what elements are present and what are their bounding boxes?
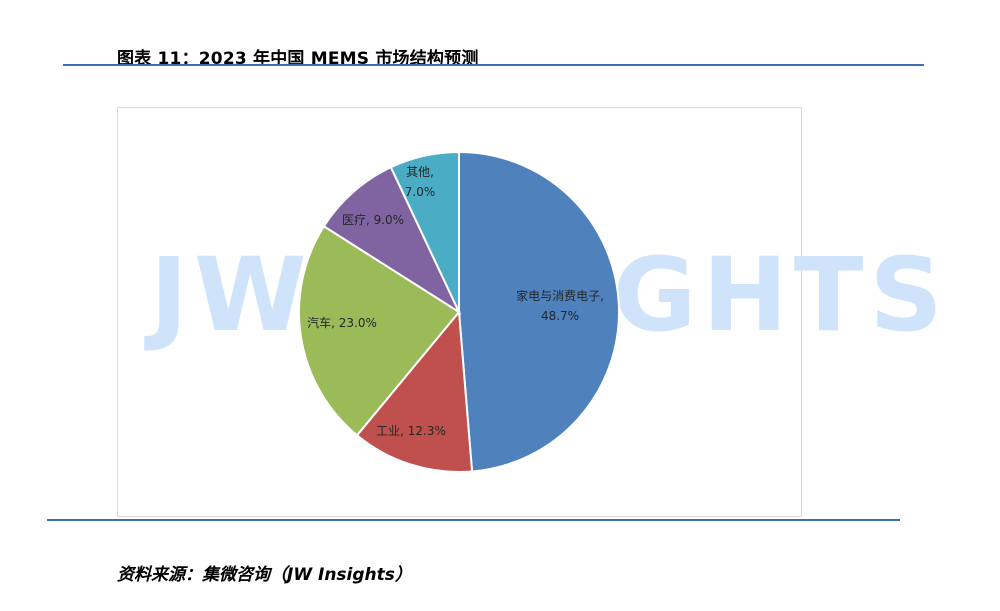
chart-frame bbox=[117, 107, 802, 517]
bottom-divider bbox=[47, 519, 900, 521]
top-divider bbox=[63, 64, 924, 66]
source-note: 资料来源：集微咨询（JW Insights） bbox=[117, 565, 412, 585]
